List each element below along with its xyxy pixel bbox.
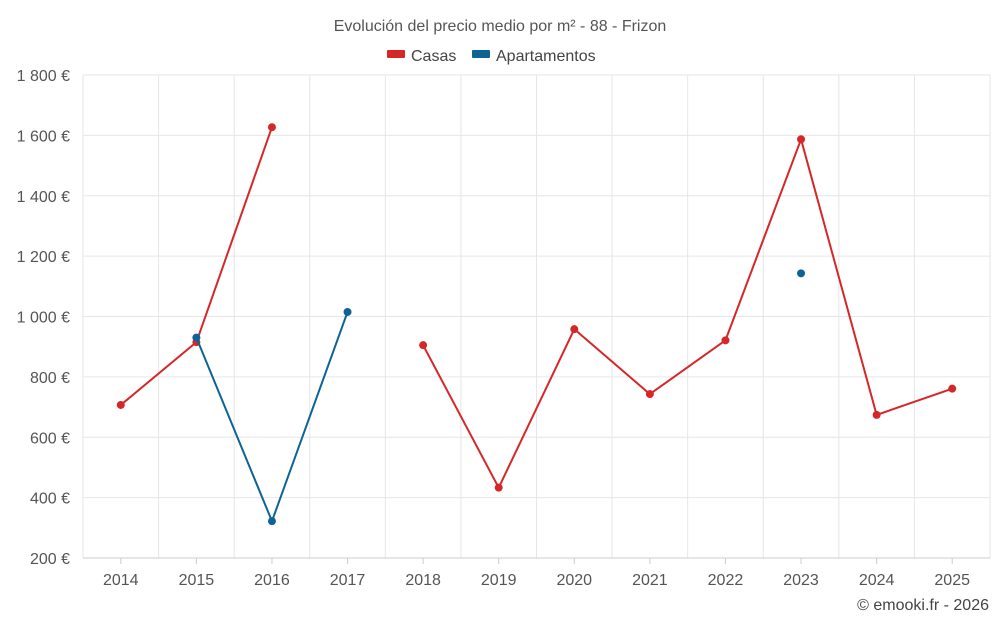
x-axis: 2014 2015 2016 2017 2018 2019 2020 2021 2022 2023… [83, 557, 990, 589]
x-tick-label: 2025 [934, 572, 970, 589]
data-point-casas[interactable] [570, 325, 579, 334]
grid [82, 74, 991, 558]
y-tick-label: 400 € [30, 491, 70, 508]
chart-title: Evolución del precio medio por m² - 88 -… [334, 18, 667, 35]
series-casas [116, 123, 957, 492]
legend-swatch-apartamentos [472, 50, 490, 58]
legend-item-apartamentos[interactable]: Apartamentos [472, 48, 596, 65]
y-tick-label: 1 000 € [17, 310, 70, 327]
data-point-casas[interactable] [419, 341, 428, 350]
data-point-casas[interactable] [797, 135, 806, 144]
legend-label-casas: Casas [411, 48, 456, 65]
data-point-casas[interactable] [948, 384, 957, 393]
x-tick-label: 2020 [556, 572, 592, 589]
y-tick-label: 800 € [30, 370, 70, 387]
legend-item-casas[interactable]: Casas [387, 48, 456, 65]
data-point-apartamentos[interactable] [343, 307, 352, 316]
data-point-casas[interactable] [116, 400, 125, 409]
legend-swatch-casas [387, 50, 405, 58]
x-tick-label: 2015 [179, 572, 215, 589]
data-point-casas[interactable] [267, 123, 276, 132]
y-tick-label: 1 400 € [17, 189, 70, 206]
x-tick-label: 2018 [405, 572, 441, 589]
y-axis: 200 € 400 € 600 € 800 € 1 000 € 1 200 € 1 400 … [17, 68, 70, 568]
y-tick-label: 1 800 € [17, 68, 70, 85]
y-tick-label: 1 200 € [17, 249, 70, 266]
y-tick-label: 600 € [30, 430, 70, 447]
series-line-apartamentos [195, 311, 349, 523]
y-tick-label: 1 600 € [17, 128, 70, 145]
series-line-casas [422, 138, 953, 489]
x-tick-label: 2022 [708, 572, 744, 589]
data-point-casas[interactable] [721, 336, 730, 345]
data-point-casas[interactable] [872, 410, 881, 419]
legend[interactable]: Casas Apartamentos [387, 48, 596, 65]
x-tick-label: 2016 [254, 572, 290, 589]
data-point-casas[interactable] [494, 483, 503, 492]
x-tick-label: 2017 [330, 572, 366, 589]
y-tick-label: 200 € [30, 551, 70, 568]
series-apartamentos [192, 269, 806, 526]
x-tick-label: 2014 [103, 572, 139, 589]
x-tick-label: 2024 [859, 572, 895, 589]
data-point-casas[interactable] [645, 390, 654, 399]
series-line-casas [120, 126, 273, 406]
data-point-apartamentos[interactable] [797, 269, 806, 278]
x-tick-label: 2019 [481, 572, 517, 589]
x-tick-label: 2023 [783, 572, 819, 589]
data-point-apartamentos[interactable] [267, 517, 276, 526]
series-layer [116, 123, 957, 526]
credit-text: © emooki.fr - 2026 [857, 597, 989, 614]
legend-label-apartamentos: Apartamentos [496, 48, 596, 65]
data-point-apartamentos[interactable] [192, 333, 201, 342]
x-tick-label: 2021 [632, 572, 668, 589]
